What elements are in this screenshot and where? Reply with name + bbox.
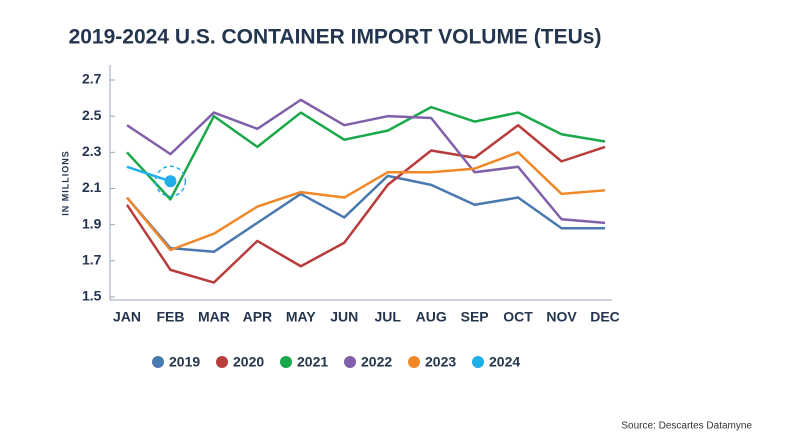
highlight-ring <box>154 165 187 198</box>
series-line <box>125 123 606 284</box>
legend-label: 2022 <box>361 354 392 370</box>
y-tick-label: 2.3 <box>82 143 102 159</box>
source: Source: Descartes Datamyne <box>621 421 752 432</box>
x-tick-label: APR <box>243 309 273 325</box>
x-tick-label: MAR <box>198 309 230 325</box>
x-tick-label: JUL <box>375 309 402 325</box>
y-tick-label: 1.9 <box>82 215 102 231</box>
legend-swatch <box>344 356 356 368</box>
y-tick-label: 2.1 <box>82 179 102 195</box>
y-tick-label: 1.7 <box>82 252 102 268</box>
legend-swatch <box>152 356 164 368</box>
series-line <box>126 151 606 252</box>
x-tick-label: OCT <box>503 309 533 325</box>
y-tick-label: 1.5 <box>82 288 102 304</box>
x-tick-label: NOV <box>546 309 577 325</box>
legend-label: 2019 <box>169 354 200 370</box>
y-tick-label: 2.5 <box>82 107 102 123</box>
legend-label: 2021 <box>297 354 328 370</box>
point <box>164 175 177 188</box>
series-line <box>126 105 606 201</box>
series-line <box>126 98 606 225</box>
y-axis-label: IN MILLIONS <box>60 150 70 216</box>
legend-swatch <box>280 356 292 368</box>
legend-label: 2024 <box>489 354 520 370</box>
y-tick-label: 2.7 <box>82 71 102 87</box>
legend-swatch <box>472 356 484 368</box>
x-tick-label: JUN <box>330 309 358 325</box>
x-tick-label: SEP <box>461 309 489 325</box>
legend-label: 2020 <box>233 354 264 370</box>
legend-swatch <box>408 356 420 368</box>
x-tick-label: AUG <box>416 309 447 325</box>
legend-swatch <box>216 356 228 368</box>
x-tick-label: JAN <box>113 309 141 325</box>
series-line <box>126 165 171 183</box>
x-tick-label: FEB <box>156 309 184 325</box>
x-tick-label: MAY <box>286 309 316 325</box>
x-tick-label: DEC <box>590 309 620 325</box>
series-line <box>126 174 605 254</box>
legend-label: 2023 <box>425 354 456 370</box>
chart-title: 2019-2024 U.S. CONTAINER IMPORT VOLUME (… <box>69 26 602 49</box>
